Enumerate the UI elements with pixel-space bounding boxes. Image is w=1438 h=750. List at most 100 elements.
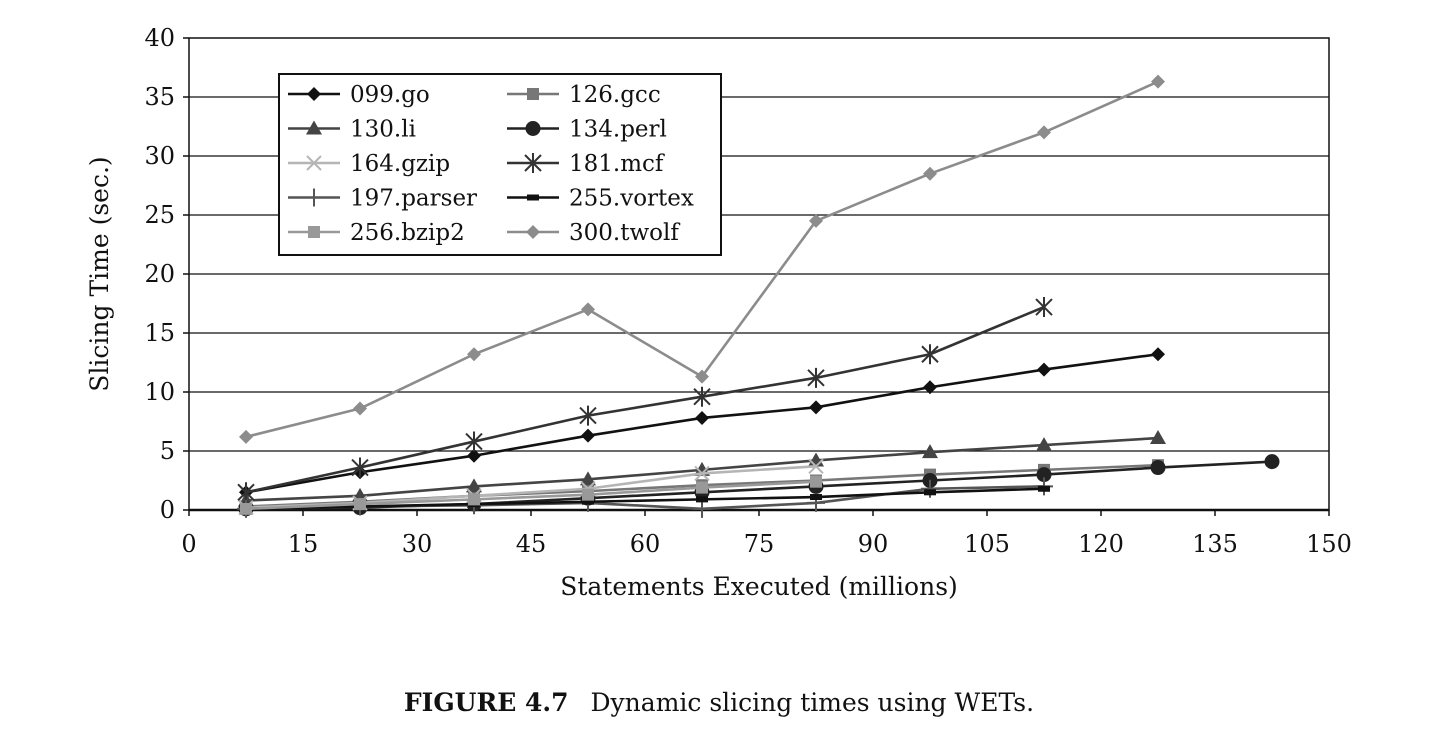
y-tick-label: 25 [144,201,175,229]
legend-label: 181.mcf [569,151,665,177]
data-point [466,478,482,493]
data-point [582,488,594,501]
data-point [581,302,595,317]
data-point [696,481,708,494]
data-point [922,444,938,459]
legend-swatch-marker [307,87,321,101]
legend-swatch-marker [526,225,540,239]
line-chart: 0 15 30 45 60 75 90 105 120 135 150 0 5 10 15 20 25 30 35… [85,24,1352,601]
x-tick-label: 60 [630,530,661,558]
legend-item: 300.twolf [507,220,680,246]
data-point [237,482,255,503]
legend-label: 255.vortex [569,186,694,212]
data-point [808,458,824,475]
data-point [809,400,823,415]
legend-item: 126.gcc [507,82,661,108]
legend-item: 197.parser [288,186,477,212]
y-tick-label: 10 [144,378,175,406]
data-point [582,498,594,505]
x-tick-label: 90 [858,530,889,558]
x-tick-label: 75 [744,530,775,558]
data-point [579,405,597,426]
series-line [245,487,1045,511]
data-point [1037,362,1051,377]
x-tick-label: 120 [1078,530,1124,558]
legend-swatch-marker [524,153,542,173]
y-tick-label: 0 [160,496,175,524]
data-point [467,347,481,362]
legend-swatch-marker [306,120,322,135]
data-point [1035,297,1053,318]
legend-item: 255.vortex [507,186,694,212]
figure-label: FIGURE 4.7 [403,688,569,717]
series-layer [237,74,1280,518]
legend-label: 126.gcc [569,82,661,108]
x-axis-ticks: 0 15 30 45 60 75 90 105 120 135 150 [181,510,1352,558]
y-tick-label: 40 [144,24,175,52]
series-181-mcf [237,297,1053,503]
data-point [695,369,709,384]
x-tick-label: 0 [181,530,196,558]
figure-caption-text: Dynamic slicing times using WETs. [590,688,1035,717]
legend-swatch-marker [527,194,539,201]
legend-swatch-marker [527,88,539,100]
legend-swatch-marker [525,121,541,136]
data-point [1150,460,1166,476]
x-tick-label: 30 [402,530,433,558]
legend-item: 134.perl [507,117,667,143]
data-point [353,401,367,416]
legend-label: 130.li [350,117,416,143]
data-point [239,429,253,444]
data-point [810,494,822,501]
y-axis-title: Slicing Time (sec.) [85,156,114,391]
data-point [467,448,481,463]
data-point [351,457,369,478]
legend-swatch-marker [308,226,320,238]
legend: 099.go 126.gcc 130.li 134.perl 164.gzip 181.m… [278,73,722,256]
data-point [354,498,366,511]
data-point [693,499,711,518]
x-tick-label: 15 [288,530,319,558]
data-point [921,344,939,365]
x-tick-label: 150 [1306,530,1352,558]
legend-label: 256.bzip2 [350,220,465,246]
legend-label: 134.perl [569,117,667,143]
series-line [245,305,1045,494]
data-point [694,465,710,482]
legend-box [278,73,722,256]
legend-item: 181.mcf [507,151,665,177]
legend-item: 130.li [288,117,416,143]
legend-item: 256.bzip2 [288,220,465,246]
x-tick-label: 135 [1192,530,1238,558]
legend-item: 099.go [288,82,430,108]
data-point [924,489,936,496]
legend-label: 164.gzip [350,151,450,177]
x-tick-label: 105 [964,530,1010,558]
data-point [580,471,596,486]
data-point [807,367,825,388]
data-point [465,431,483,452]
x-tick-label: 45 [516,530,547,558]
series-256-bzip2 [240,475,822,515]
legend-label: 099.go [350,82,430,108]
series-300-twolf [239,74,1165,444]
legend-swatch-marker [306,155,322,171]
data-point [1036,437,1052,452]
data-point [693,386,711,407]
data-point [696,496,708,503]
data-point [1037,125,1051,140]
y-tick-label: 35 [144,83,175,111]
data-point [923,380,937,395]
legend-label: 197.parser [350,186,477,212]
legend-swatch-marker [305,188,323,207]
figure-caption: FIGURE 4.7 Dynamic slicing times using WE… [0,688,1438,717]
data-point [809,213,823,228]
y-tick-label: 15 [144,319,175,347]
data-point [1038,485,1050,492]
y-tick-label: 30 [144,142,175,170]
data-point [240,502,252,515]
data-point [1151,347,1165,362]
data-point [581,428,595,443]
data-point [810,475,822,488]
data-point [923,166,937,181]
